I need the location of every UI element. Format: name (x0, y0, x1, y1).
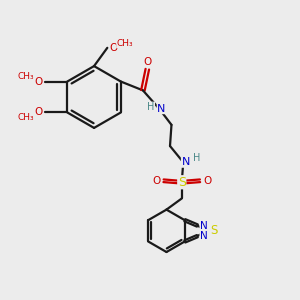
Text: O: O (143, 57, 152, 67)
Text: O: O (110, 43, 118, 53)
Text: O: O (34, 76, 43, 86)
Text: CH₃: CH₃ (117, 39, 133, 48)
Text: S: S (178, 176, 186, 189)
Text: O: O (203, 176, 211, 186)
Text: H: H (193, 153, 200, 163)
Text: CH₃: CH₃ (18, 113, 34, 122)
Text: CH₃: CH₃ (18, 72, 34, 81)
Text: N: N (182, 157, 190, 167)
Text: N: N (200, 231, 208, 241)
Text: S: S (211, 224, 218, 237)
Text: O: O (34, 107, 43, 118)
Text: N: N (157, 103, 166, 114)
Text: N: N (200, 220, 208, 230)
Text: H: H (147, 102, 155, 112)
Text: O: O (152, 176, 160, 186)
